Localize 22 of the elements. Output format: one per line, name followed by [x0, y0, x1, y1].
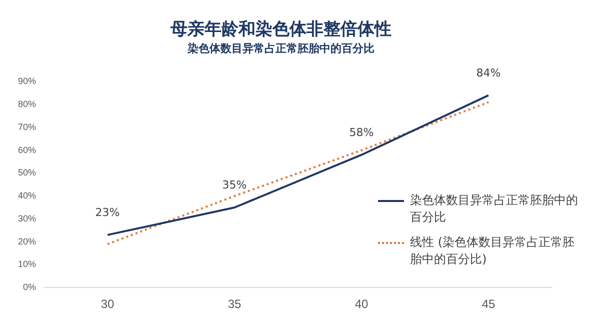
chart-subtitle: 染色体数目异常占正常胚胎中的百分比	[186, 42, 374, 55]
y-tick-label: 20%	[18, 236, 36, 246]
y-tick-label: 90%	[18, 76, 36, 86]
y-tick-label: 10%	[18, 259, 36, 270]
y-tick-label: 60%	[18, 144, 36, 155]
y-tick-label: 30%	[18, 213, 36, 224]
data-label: 35%	[222, 178, 247, 192]
x-tick-label: 30	[100, 297, 115, 312]
data-label: 58%	[349, 126, 374, 139]
y-tick-label: 40%	[18, 190, 36, 201]
chart-title: 母亲年龄和染色体非整倍体性	[170, 20, 392, 40]
legend-label: 线性 (染色体数目异常占正常胚胎中的百分比)	[410, 234, 576, 268]
x-tick-label: 35	[228, 297, 242, 312]
x-tick-label: 40	[354, 297, 368, 312]
y-tick-label: 0%	[23, 282, 36, 292]
data-label: 23%	[95, 206, 120, 219]
legend-label: 染色体数目异常占正常胚胎中的百分比	[410, 192, 578, 226]
x-tick-label: 45	[482, 297, 496, 312]
y-tick-label: 50%	[18, 168, 36, 178]
data-label: 84%	[476, 66, 501, 80]
y-tick-label: 70%	[18, 122, 36, 132]
y-tick-label: 80%	[18, 98, 36, 109]
